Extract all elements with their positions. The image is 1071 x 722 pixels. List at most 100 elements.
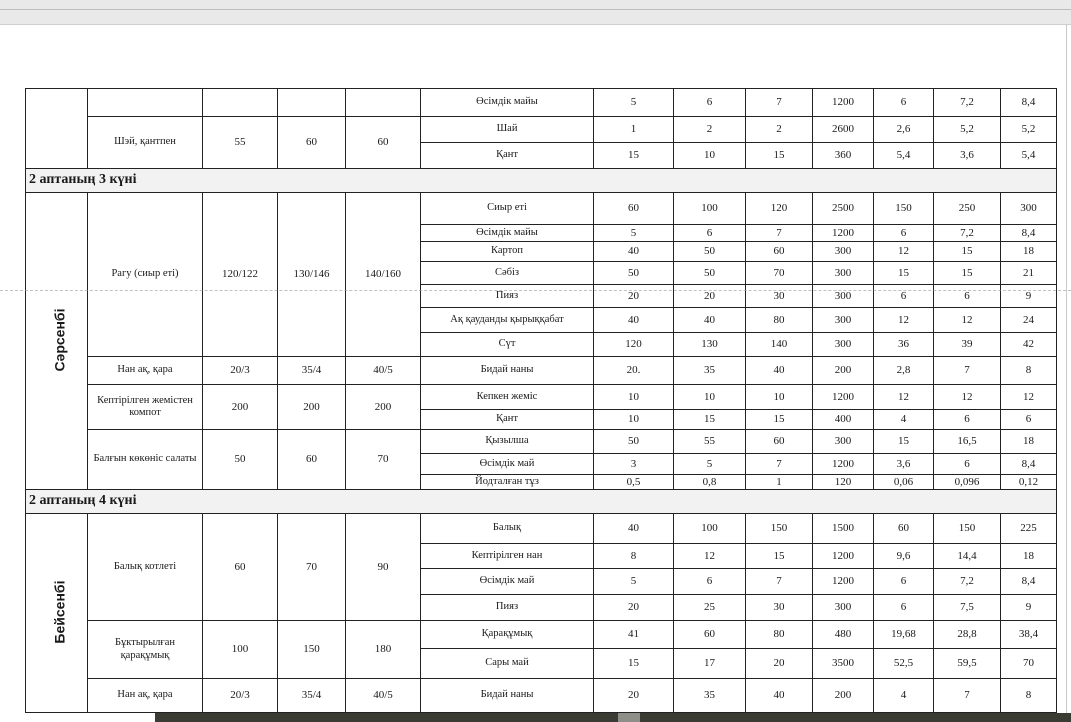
dish-portion: 180 <box>345 620 421 679</box>
ingredient-value: 1 <box>593 116 674 143</box>
ingredient-name: Сәбіз <box>420 261 594 285</box>
ingredient-value: 7,2 <box>933 568 1001 595</box>
ingredient-value: 0,12 <box>1000 474 1057 490</box>
scroll-thumb[interactable] <box>618 713 640 722</box>
ingredient-value: 6 <box>873 88 934 117</box>
viewer-top-bar <box>0 0 1071 25</box>
ingredient-name: Йодталған тұз <box>420 474 594 490</box>
ingredient-value: 6 <box>933 409 1001 430</box>
ingredient-value: 28,8 <box>933 620 1001 649</box>
dish-portion: 35/4 <box>277 356 346 385</box>
ingredient-value: 70 <box>745 261 813 285</box>
ingredient-value: 1200 <box>812 543 874 569</box>
ingredient-name: Өсімдік майы <box>420 88 594 117</box>
ingredient-value: 30 <box>745 594 813 621</box>
ingredient-value: 17 <box>673 648 746 679</box>
dish-portion <box>202 88 278 117</box>
ingredient-value: 360 <box>812 142 874 169</box>
ingredient-value: 60 <box>593 192 674 225</box>
ingredient-value: 8,4 <box>1000 88 1057 117</box>
ingredient-value: 20 <box>593 594 674 621</box>
ingredient-value: 40 <box>593 241 674 262</box>
dish-portion: 60 <box>277 429 346 490</box>
ingredient-value: 80 <box>745 620 813 649</box>
ingredient-value: 1 <box>745 474 813 490</box>
weekday-label: Бейсенбі <box>51 581 68 645</box>
ingredient-value: 70 <box>1000 648 1057 679</box>
ingredient-value: 130 <box>673 332 746 357</box>
ingredient-value: 5,2 <box>1000 116 1057 143</box>
dish-portion: 70 <box>345 429 421 490</box>
ingredient-value: 4 <box>873 409 934 430</box>
ingredient-name: Қант <box>420 142 594 169</box>
ingredient-value: 1200 <box>812 224 874 242</box>
menu-table: Өсімдік майы 5 6 7 1200 6 7,2 8,4 Шэй, қантпен 55… <box>25 88 1057 713</box>
dish-name: Бұктырылған қарақұмық <box>87 620 203 679</box>
dish-name: Кептірілген жемістен компот <box>87 384 203 430</box>
weekday-cell <box>25 88 88 169</box>
top-divider <box>0 9 1071 10</box>
dish-portion: 200 <box>277 384 346 430</box>
ingredient-value: 8 <box>1000 678 1057 713</box>
table-row: Балғын көкөніс салаты 50 60 70 Қызылша 50 55 60… <box>26 429 1057 490</box>
page-edge <box>1066 24 1067 714</box>
dish-name: Нан ақ, қара <box>87 678 203 713</box>
ingredient-name: Сиыр еті <box>420 192 594 225</box>
ingredient-value: 1200 <box>812 568 874 595</box>
ingredient-value: 6 <box>873 568 934 595</box>
ingredient-value: 300 <box>812 284 874 308</box>
ingredient-value: 0,8 <box>673 474 746 490</box>
dish-portion: 150 <box>277 620 346 679</box>
dish-portion: 20/3 <box>202 678 278 713</box>
ingredient-value: 15 <box>933 261 1001 285</box>
table-row: Нан ақ, қара 20/3 35/4 40/5 Бидай наны 20 35 40… <box>26 678 1057 713</box>
ingredient-name: Өсімдік май <box>420 568 594 595</box>
viewer-bottom-bar <box>155 713 1071 722</box>
ingredient-value: 9 <box>1000 284 1057 308</box>
table-row: Сүт 120 130 140 300 36 39 42 <box>26 332 1057 357</box>
table-row: Кептірілген жемістен компот 200 200 200 Кепк… <box>26 384 1057 430</box>
ingredient-value: 480 <box>812 620 874 649</box>
table-row: Сары май 15 17 20 3500 52,5 59,5 70 <box>26 648 1057 679</box>
ingredient-value: 2,6 <box>873 116 934 143</box>
ingredient-name: Бидай наны <box>420 356 594 385</box>
weekday-cell: Бейсенбі <box>25 513 88 713</box>
dish-portion: 35/4 <box>277 678 346 713</box>
ingredient-value: 2 <box>673 116 746 143</box>
ingredient-value: 60 <box>745 241 813 262</box>
ingredient-value: 15 <box>745 543 813 569</box>
ingredient-value: 7 <box>933 678 1001 713</box>
dish-name: Нан ақ, қара <box>87 356 203 385</box>
dish-portion: 60 <box>345 116 421 169</box>
day-heading: 2 аптаның 3 күні <box>25 168 1057 193</box>
ingredient-name: Өсімдік майы <box>420 224 594 242</box>
ingredient-value: 300 <box>812 332 874 357</box>
table-row: Сәбіз 50 50 70 300 15 15 21 <box>26 261 1057 285</box>
ingredient-name: Кептірілген нан <box>420 543 594 569</box>
ingredient-value: 39 <box>933 332 1001 357</box>
ingredient-value: 1200 <box>812 453 874 475</box>
ingredient-value: 1500 <box>812 513 874 544</box>
ingredient-value: 10 <box>673 142 746 169</box>
ingredient-name: Қызылша <box>420 429 594 454</box>
ingredient-value: 18 <box>1000 429 1057 454</box>
table-row: Бейсенбі Балық котлеті 60 70 90 Балық 40 100 150… <box>25 513 1057 713</box>
ingredient-value: 5 <box>673 453 746 475</box>
ingredient-value: 6 <box>673 224 746 242</box>
dish-portion: 55 <box>202 116 278 169</box>
ingredient-name: Пияз <box>420 284 594 308</box>
ingredient-value: 55 <box>673 429 746 454</box>
weekday-label: Сәрсенбі <box>51 309 68 373</box>
ingredient-value: 18 <box>1000 241 1057 262</box>
ingredient-value: 9,6 <box>873 543 934 569</box>
dish-portion: 20/3 <box>202 356 278 385</box>
day-heading-row: 2 аптаның 3 күні <box>25 168 1057 193</box>
ingredient-value: 0,5 <box>593 474 674 490</box>
table-row: Ақ қауданды қырыққабат 40 40 80 300 12 12 24 <box>26 307 1057 333</box>
ingredient-value: 300 <box>812 429 874 454</box>
ingredient-value: 225 <box>1000 513 1057 544</box>
table-row: Кептірілген нан 8 12 15 1200 9,6 14,4 18 <box>26 543 1057 569</box>
ingredient-value: 10 <box>593 384 674 410</box>
ingredient-value: 10 <box>593 409 674 430</box>
ingredient-value: 5,4 <box>1000 142 1057 169</box>
